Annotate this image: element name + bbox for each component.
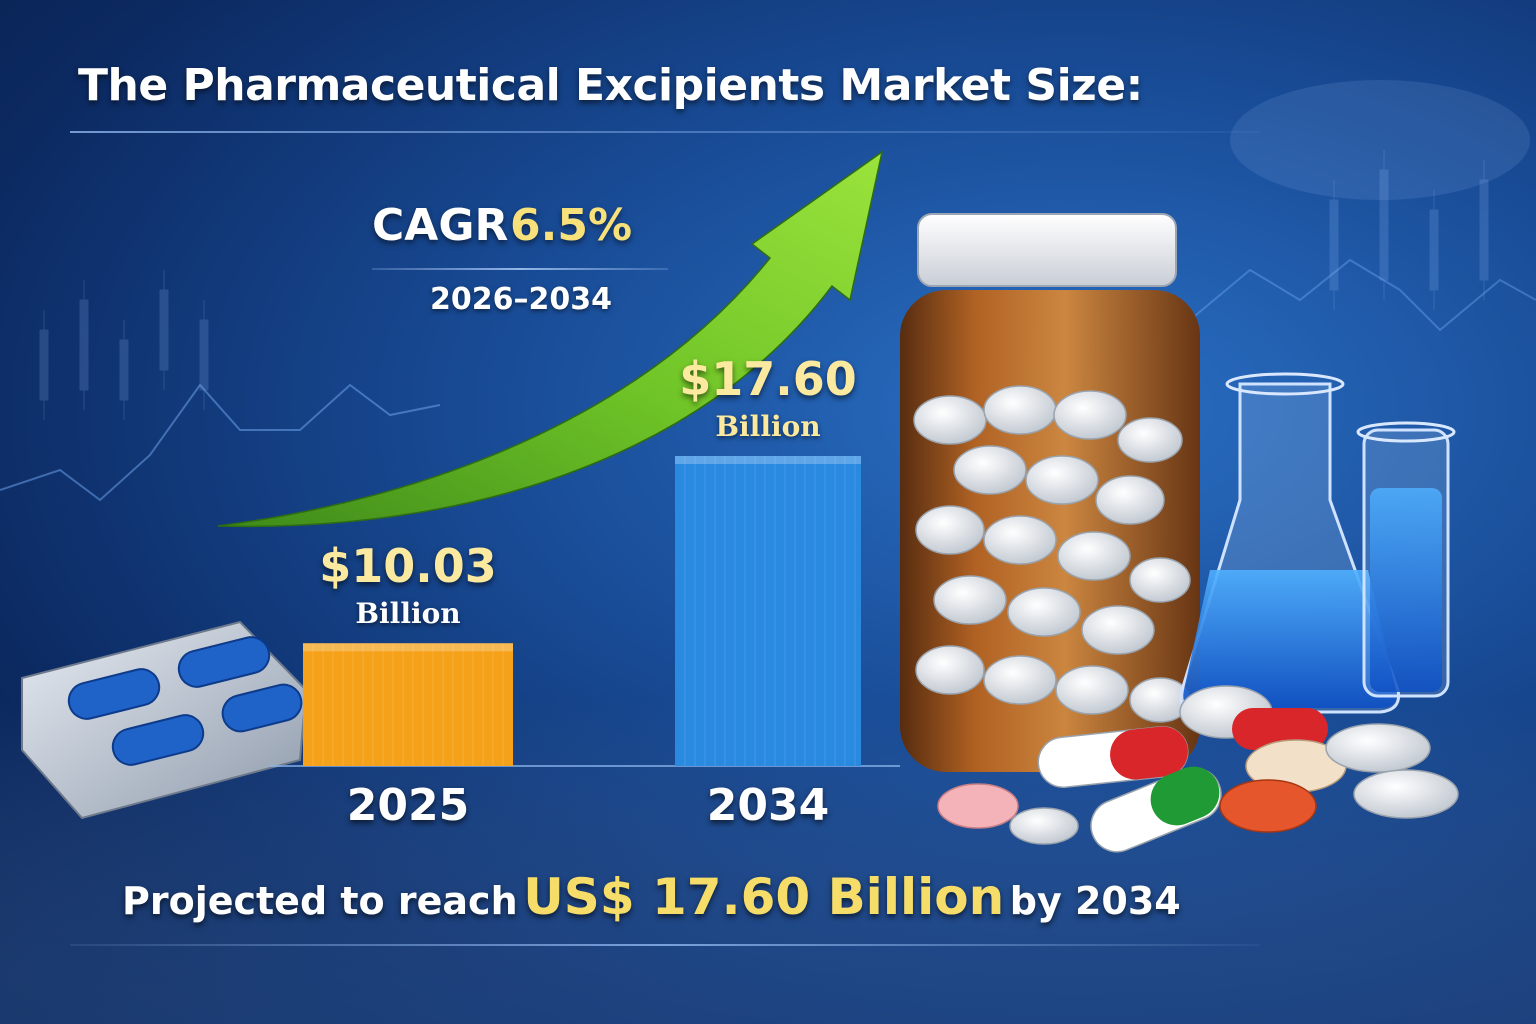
footer-prefix: Projected to reach xyxy=(122,879,518,923)
bar-value-label-2034: $17.60 xyxy=(679,352,857,406)
blister-pack-image xyxy=(21,620,308,820)
bar-2034 xyxy=(675,456,861,766)
footer-suffix: by 2034 xyxy=(1009,879,1181,923)
category-label-2025: 2025 xyxy=(346,780,470,831)
footer-divider xyxy=(70,944,1260,946)
pill-bottle-image xyxy=(900,213,1200,772)
bar-unit-label-2025: Billion xyxy=(355,597,461,631)
bar-top-highlight xyxy=(303,643,513,652)
bars-group xyxy=(303,456,861,766)
loose-pills-image xyxy=(937,685,1459,853)
chart-title: The Pharmaceutical Excipients Market Siz… xyxy=(78,60,1143,111)
test-tube-image xyxy=(1356,421,1456,698)
background-trend-line-right xyxy=(1189,258,1536,332)
background-trend-line xyxy=(0,383,441,502)
growth-arrow-icon xyxy=(217,150,884,528)
bar-unit-label-2034: Billion xyxy=(715,410,821,443)
world-map-icon xyxy=(1230,80,1530,200)
category-label-2034: 2034 xyxy=(706,780,830,831)
cagr-label: CAGR xyxy=(372,200,509,251)
footer-projection: Projected to reach US$ 17.60 Billion by … xyxy=(122,868,1181,926)
bar-2025 xyxy=(303,643,513,766)
cagr-value: 6.5% xyxy=(510,200,633,251)
bar-value-label-2025: $10.03 xyxy=(319,539,497,594)
title-divider xyxy=(70,131,1260,133)
cagr-divider xyxy=(372,268,668,270)
bar-top-highlight xyxy=(675,456,861,464)
cagr-period: 2026–2034 xyxy=(430,282,612,317)
background-candlesticks xyxy=(39,150,1489,420)
footer-highlight: US$ 17.60 Billion xyxy=(523,868,1005,926)
